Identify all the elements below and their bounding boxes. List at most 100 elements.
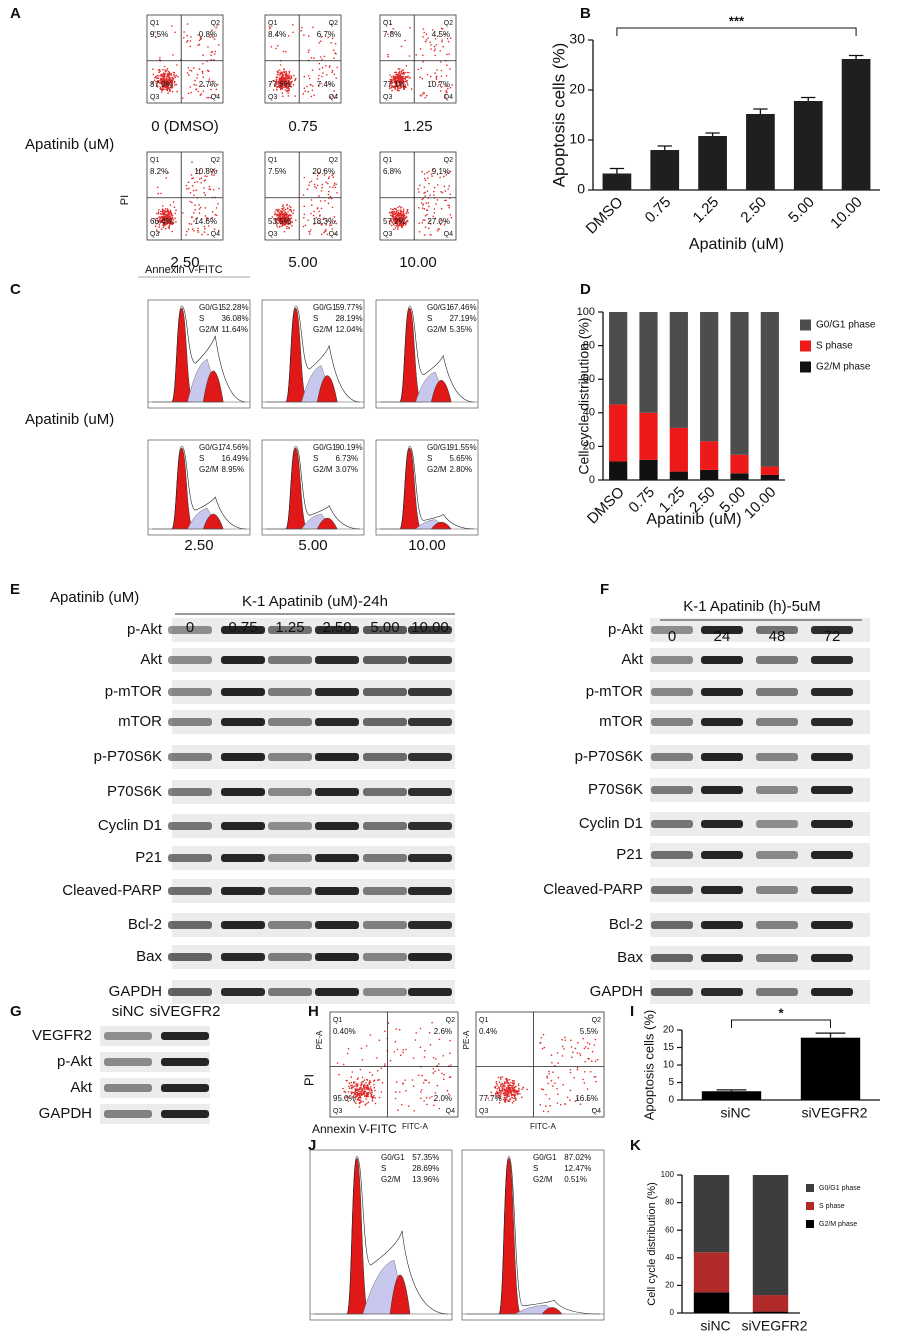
event-dot	[406, 210, 409, 212]
event-dot	[419, 1027, 422, 1030]
event-dot	[190, 36, 192, 38]
event-dot	[371, 1091, 373, 1094]
event-dot	[497, 1076, 500, 1079]
event-dot	[198, 208, 201, 210]
event-dot	[327, 177, 330, 180]
event-dot	[155, 82, 158, 85]
phase-percent: 91.55%	[449, 443, 476, 452]
event-dot	[414, 1039, 417, 1041]
event-dot	[335, 77, 338, 79]
event-dot	[188, 187, 190, 190]
event-dot	[347, 1100, 350, 1103]
event-dot	[158, 219, 160, 222]
event-dot	[572, 1051, 574, 1053]
event-dot	[331, 206, 334, 209]
event-dot	[310, 57, 313, 59]
event-dot	[501, 1082, 504, 1085]
y-tick-label: 0	[668, 1095, 674, 1106]
event-dot	[400, 81, 403, 84]
blot-band	[315, 788, 359, 796]
event-dot	[198, 68, 201, 70]
event-dot	[158, 209, 160, 211]
event-dot	[430, 44, 432, 46]
event-dot	[158, 71, 160, 74]
event-dot	[188, 222, 191, 225]
event-dot	[166, 83, 169, 86]
blot-band	[811, 954, 853, 962]
event-dot	[394, 227, 397, 229]
event-dot	[334, 220, 337, 222]
event-dot	[499, 1089, 502, 1092]
blot-band	[651, 786, 693, 794]
event-dot	[329, 217, 332, 219]
event-dot	[161, 81, 163, 83]
event-dot	[442, 45, 445, 48]
event-dot	[212, 168, 215, 171]
event-dot	[214, 50, 217, 53]
event-dot	[160, 192, 162, 195]
bar	[650, 150, 680, 190]
protein-label: GAPDH	[590, 983, 643, 1000]
event-dot	[431, 1021, 433, 1024]
event-dot	[366, 1102, 368, 1105]
event-dot	[409, 76, 411, 79]
quadrant-percent: 10.7%	[427, 80, 450, 89]
quadrant-name: Q1	[268, 20, 277, 27]
event-dot	[450, 216, 453, 219]
event-dot	[591, 1060, 593, 1062]
event-dot	[216, 83, 219, 86]
event-dot	[308, 181, 311, 184]
event-dot	[167, 219, 170, 221]
event-dot	[393, 86, 395, 88]
event-dot	[356, 1085, 358, 1088]
event-dot	[584, 1061, 587, 1063]
plot-frame	[379, 151, 457, 241]
phase-name: S	[199, 314, 204, 323]
event-dot	[373, 1083, 375, 1086]
legend-label: S phase	[816, 341, 853, 352]
quadrant-name: Q2	[446, 1017, 455, 1024]
event-dot	[323, 169, 325, 171]
event-dot	[436, 1084, 439, 1087]
event-dot	[448, 204, 451, 207]
event-dot	[594, 1060, 597, 1063]
event-dot	[287, 223, 290, 226]
event-dot	[402, 84, 405, 87]
event-dot	[406, 76, 408, 78]
blot-band	[756, 886, 798, 894]
blot-band	[408, 854, 452, 862]
event-dot	[398, 218, 400, 221]
event-dot	[506, 1080, 509, 1082]
event-dot	[285, 70, 288, 73]
event-dot	[192, 189, 195, 192]
event-dot	[513, 1090, 515, 1092]
quadrant-percent: 18.3%	[312, 217, 335, 226]
event-dot	[287, 86, 290, 89]
quadrant-percent: 7.5%	[268, 167, 286, 176]
event-dot	[200, 177, 203, 179]
event-dot	[212, 36, 214, 38]
blot-band	[811, 656, 853, 664]
y-axis-label: Apoptosis cells (%)	[641, 1010, 656, 1121]
event-dot	[576, 1067, 579, 1069]
event-dot	[164, 208, 167, 210]
blot-band	[756, 656, 798, 664]
event-dot	[548, 1098, 551, 1100]
blot-band	[315, 921, 359, 929]
blot-band	[408, 753, 452, 761]
event-dot	[428, 182, 430, 185]
event-dot	[280, 221, 282, 223]
blot-band	[161, 1032, 209, 1040]
event-dot	[402, 1049, 405, 1051]
event-dot	[577, 1042, 579, 1044]
event-dot	[378, 1079, 381, 1081]
event-dot	[280, 87, 282, 90]
blot-band	[756, 786, 798, 794]
event-dot	[286, 89, 289, 92]
event-dot	[569, 1069, 572, 1071]
event-dot	[308, 233, 311, 235]
event-dot	[186, 230, 188, 233]
event-dot	[168, 81, 171, 84]
event-dot	[591, 1108, 594, 1111]
